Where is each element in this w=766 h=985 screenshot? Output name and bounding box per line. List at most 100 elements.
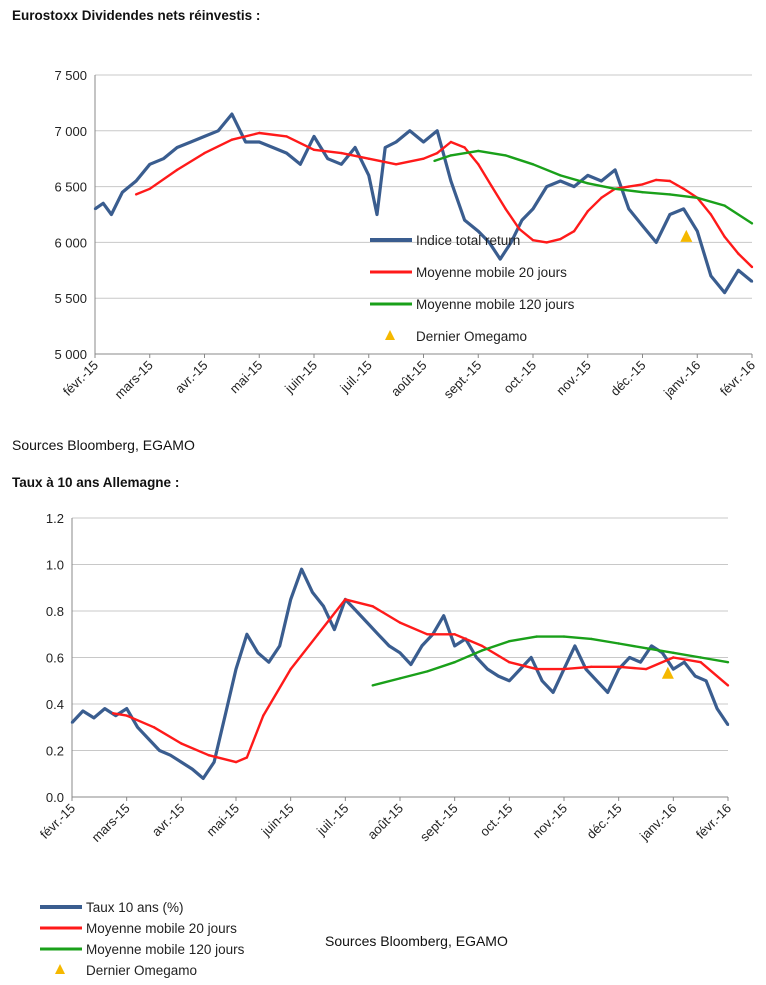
c2-series-0-point <box>595 679 598 682</box>
c2-xtick-label: févr.-16 <box>693 801 734 842</box>
c2-series-1-point <box>245 756 249 759</box>
c2-series-2-point <box>371 684 374 687</box>
c1-series-0-point <box>488 241 491 244</box>
c2-series-0-point <box>376 633 380 636</box>
c1-series-1-point <box>655 178 658 182</box>
c1-series-0-point <box>175 146 179 149</box>
c2-series-0-point <box>202 777 205 780</box>
c1-series-0-point <box>696 230 699 233</box>
c2-series-0-point <box>442 614 445 617</box>
chart1-source: Sources Bloomberg, EGAMO <box>12 437 195 453</box>
c2-series-0-point <box>617 667 620 671</box>
c1-series-1-point <box>572 230 576 233</box>
c1-series-0-point <box>545 185 548 188</box>
c1-series-0-point <box>463 218 466 222</box>
c2-series-0-point <box>136 726 139 729</box>
c2-series-1-point <box>371 605 374 608</box>
c2-ytick-label: 1.0 <box>46 558 64 573</box>
c2-series-0-point <box>715 707 719 710</box>
c1-series-0-point <box>189 140 192 144</box>
c2-xtick-label: août-15 <box>364 801 406 843</box>
c1-series-0-point <box>737 269 740 272</box>
c1-series-0-point <box>477 230 480 233</box>
c2-ytick-label: 0.4 <box>46 697 64 712</box>
c2-series-1-point <box>644 667 648 671</box>
c1-xtick-label: mai-15 <box>227 358 266 397</box>
c1-series-0-point <box>326 157 329 160</box>
c2-series-1-point <box>316 633 320 636</box>
c2-xtick-label: févr.-15 <box>37 801 78 842</box>
c1-series-1-point <box>394 163 398 166</box>
c2-series-2-point <box>535 635 538 638</box>
c1-series-0-point <box>422 140 425 144</box>
c2-series-2-point <box>699 656 702 659</box>
c1-series-1-point <box>504 207 507 211</box>
c2-series-0-point <box>223 714 227 717</box>
chart-dividendes: 5 000 5 500 6 000 6 500 7 000 7 500 févr.-15 ma… <box>54 68 758 402</box>
c2-ytick-label: 0.8 <box>46 604 64 619</box>
c1-xtick-label: oct.-15 <box>500 358 539 397</box>
c2-series-0-point <box>234 667 238 671</box>
c1-series-0-point <box>102 202 105 205</box>
c2-xtick-label: avr.-15 <box>149 801 188 840</box>
c1-xtick-label: juin-15 <box>281 358 320 397</box>
c1-xtick-label: sept.-15 <box>441 358 485 402</box>
c2-series-0-point <box>551 691 555 694</box>
c2-legend-label-1: Moyenne mobile 20 jours <box>86 921 237 936</box>
c1-series-0-point <box>750 280 754 283</box>
c2-ytick-label: 0.2 <box>46 744 64 759</box>
c2-series-0-point <box>387 644 391 648</box>
c1-legend-label-2: Moyenne mobile 120 jours <box>416 297 575 312</box>
c1-series-0-point <box>93 207 97 211</box>
c2-series-line-0 <box>70 567 730 780</box>
c1-series-1-point <box>737 252 740 255</box>
c1-series-0-point <box>655 241 658 244</box>
c2-series-1-point <box>398 621 402 624</box>
c2-series-0-point <box>453 644 456 648</box>
c1-series-1-point <box>203 151 206 155</box>
c2-series-0-point <box>278 644 281 648</box>
c1-series-1-point <box>340 151 343 155</box>
c2-series-2-point <box>398 677 402 680</box>
c1-series-1-point <box>422 157 425 160</box>
c2-series-0-point <box>300 568 303 571</box>
c1-series-1-point <box>148 187 151 190</box>
c2-series-0-point <box>540 679 544 682</box>
c2-ytick-label: 1.2 <box>46 511 64 526</box>
c2-series-1-point <box>453 633 456 636</box>
c2-omegamo-marker <box>661 666 674 679</box>
c2-xtick-label: janv.-16 <box>636 801 679 844</box>
c2-series-2-point <box>672 651 675 654</box>
c2-series-0-point <box>245 633 249 636</box>
c1-ytick-label: 7 000 <box>54 124 87 139</box>
c1-series-1-point <box>709 213 713 216</box>
c2-series-1-point <box>726 684 730 687</box>
c1-series-0-point <box>520 218 524 222</box>
c1-series-0-point <box>613 168 617 172</box>
c1-series-0-point <box>559 179 562 183</box>
c2-ytick-label: 0.0 <box>46 790 64 805</box>
c2-series-0-point <box>191 767 194 771</box>
c1-legend-marker-3 <box>385 330 395 340</box>
c2-series-1-point <box>426 633 429 636</box>
c1-omegamo-marker <box>680 229 693 242</box>
c2-series-0-point <box>333 628 336 631</box>
c2-series-2-point <box>480 649 484 652</box>
c1-xtick-label: févr.-16 <box>717 358 758 399</box>
c2-xtick-label: juin-15 <box>258 801 297 840</box>
c1-series-0-point <box>217 129 220 132</box>
c1-series-2-point <box>696 196 699 199</box>
c2-series-1-point <box>262 714 265 717</box>
c2-xtick-label: mai-15 <box>203 801 242 840</box>
c1-ytick-label: 7 500 <box>54 68 87 83</box>
c2-series-2-point <box>590 637 593 641</box>
c1-series-2-point <box>613 187 617 190</box>
c1-series-1-point <box>258 131 261 135</box>
c1-series-1-point <box>175 168 179 172</box>
c2-xtick-label: oct.-15 <box>477 801 516 840</box>
c2-series-0-point <box>169 754 172 757</box>
c2-series-line-1 <box>112 598 729 764</box>
c1-series-2-point <box>750 222 754 225</box>
c2-series-0-point <box>508 679 511 682</box>
c1-series-0-point <box>340 163 343 166</box>
